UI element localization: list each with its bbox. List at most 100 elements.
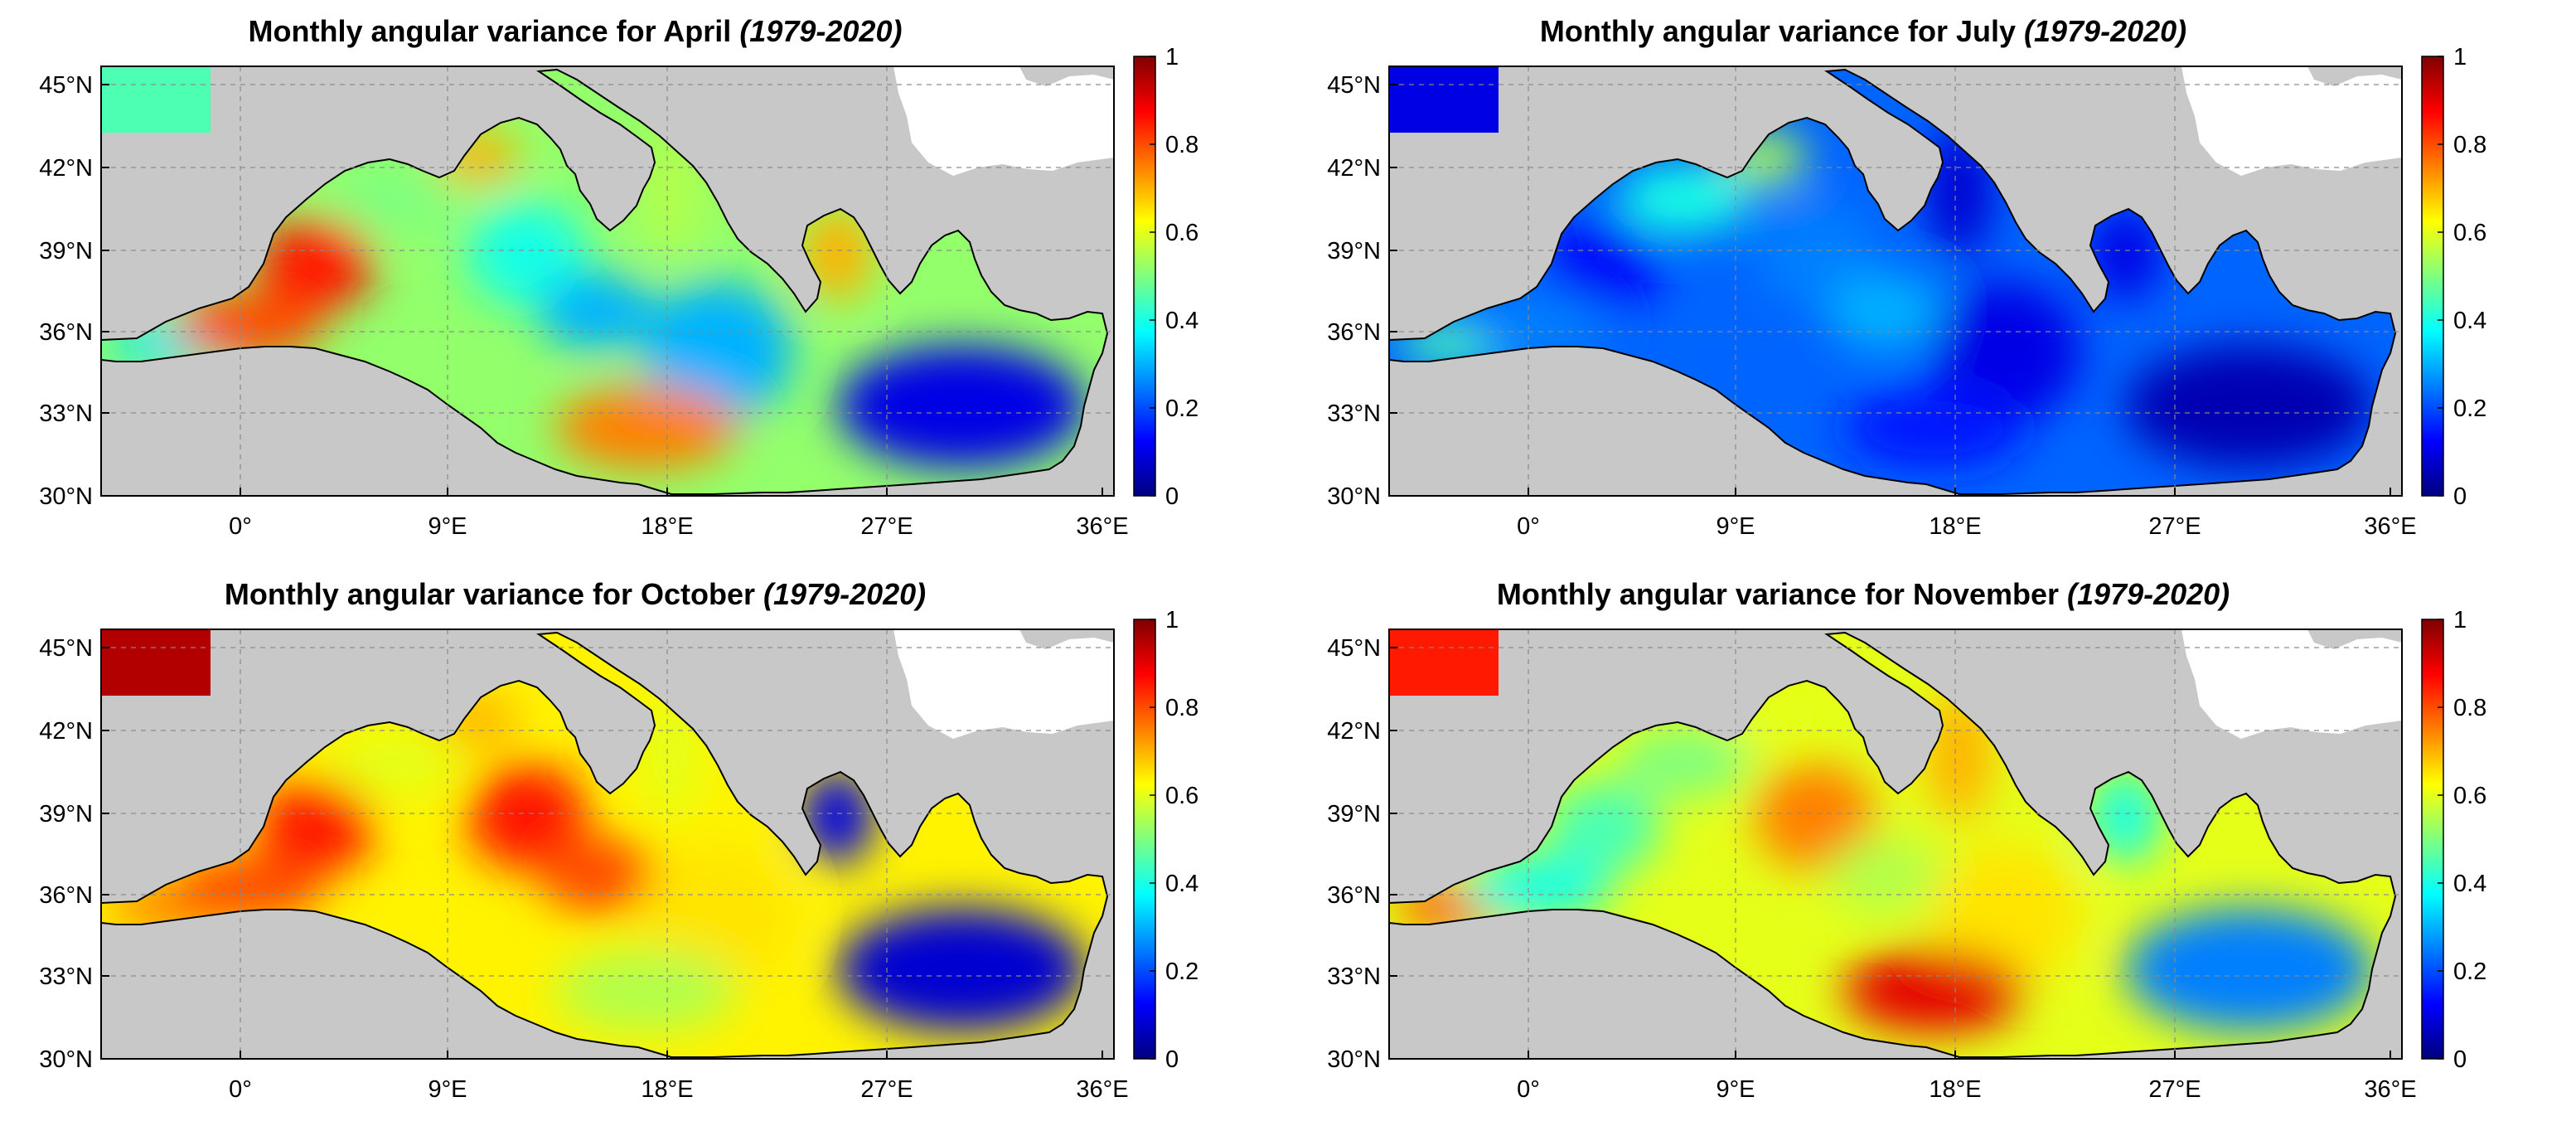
y-tick-label: 33°N (39, 400, 93, 427)
panel-july: Monthly angular variance for July (1979-… (1288, 0, 2576, 563)
x-tick-label: 18°E (641, 513, 693, 540)
y-tick-label: 45°N (1327, 635, 1381, 662)
y-tick-label: 33°N (1327, 400, 1381, 427)
x-tick-label: 36°E (1076, 1076, 1128, 1103)
title-period: (1979-2020) (763, 577, 926, 611)
sea-field (101, 70, 1107, 494)
colorbar-tick-label: 0 (2453, 483, 2467, 510)
region-gulf-of-lion (1618, 727, 1750, 797)
region-atlantic-nw-corner (1389, 629, 1499, 696)
x-tick-label: 0° (1517, 513, 1540, 540)
x-tick-label: 18°E (641, 1076, 693, 1103)
colorbar (1133, 56, 1156, 497)
y-tick-label: 39°N (39, 238, 93, 265)
region-algerian-coast (174, 855, 323, 921)
colorbar (1133, 619, 1156, 1060)
region-strait-of-sicily (1827, 274, 1943, 350)
region-tyrrhenian-sea (1755, 764, 1875, 870)
y-tick-label: 39°N (1327, 238, 1381, 265)
colorbar-tick-label: 1 (2453, 44, 2467, 70)
axes-frame (100, 66, 1115, 497)
x-tick-label: 9°E (1716, 513, 1755, 540)
colorbar-tick-label: 0 (1165, 1046, 1179, 1073)
region-gulf-of-sidra (555, 386, 738, 469)
colorbar-tick-label: 0.8 (2453, 132, 2486, 158)
map-october: Monthly angular variance for October (19… (39, 577, 1198, 1103)
x-tick-label: 36°E (1076, 513, 1128, 540)
chart-title: Monthly angular variance for October (19… (225, 577, 926, 611)
region-balearic-sea (257, 782, 373, 875)
colorbar (2421, 619, 2444, 1060)
region-balearic-sea (1545, 782, 1661, 875)
region-gulf-of-sidra (1843, 949, 2026, 1032)
map-april: Monthly angular variance for April (1979… (39, 14, 1198, 540)
colorbar-tick-label: 0.8 (2453, 695, 2486, 721)
colorbar-tick-label: 0.6 (1165, 783, 1198, 809)
region-aegean-sea (801, 207, 874, 300)
panel-april: Monthly angular variance for April (1979… (0, 0, 1288, 563)
title-text: Monthly angular variance for April (249, 14, 740, 48)
x-tick-label: 9°E (1716, 1076, 1755, 1103)
region-atlantic-nw-corner (101, 629, 211, 696)
region-strait-of-sicily (1827, 837, 1943, 913)
x-tick-label: 9°E (428, 1076, 467, 1103)
y-tick-label: 45°N (1327, 72, 1381, 99)
colorbar-tick-label: 1 (2453, 607, 2467, 633)
region-tyrrhenian-sea (467, 764, 587, 870)
region-levantine-basin (2125, 345, 2374, 468)
region-ionian-sea (1931, 845, 2080, 984)
region-gulf-of-sidra (1843, 386, 2026, 469)
y-tick-label: 36°N (1327, 882, 1381, 909)
region-gulf-of-lion (1618, 164, 1750, 234)
colorbar-tick-label: 0.4 (2453, 871, 2486, 897)
map-july: Monthly angular variance for July (1979-… (1327, 14, 2486, 540)
region-ionian-sea (1931, 282, 2080, 421)
coastline (100, 631, 1109, 1058)
chart-title: Monthly angular variance for April (1979… (249, 14, 903, 48)
y-tick-label: 30°N (1327, 483, 1381, 510)
region-gulf-of-sidra (555, 949, 738, 1032)
y-tick-label: 33°N (39, 963, 93, 990)
region-balearic-sea (1545, 219, 1661, 312)
x-tick-label: 18°E (1929, 513, 1981, 540)
axes-frame (100, 629, 1115, 1060)
x-tick-label: 9°E (428, 513, 467, 540)
y-tick-label: 36°N (39, 882, 93, 909)
region-algerian-coast (174, 292, 323, 358)
coastline (1388, 68, 2397, 495)
colorbar-tick-label: 0.4 (1165, 871, 1198, 897)
y-tick-label: 45°N (39, 635, 93, 662)
title-period: (1979-2020) (2024, 14, 2186, 48)
y-tick-label: 30°N (39, 483, 93, 510)
title-period: (1979-2020) (2067, 577, 2230, 611)
y-tick-label: 36°N (1327, 319, 1381, 346)
x-tick-label: 36°E (2364, 1076, 2416, 1103)
y-tick-label: 39°N (1327, 801, 1381, 828)
x-tick-label: 0° (229, 1076, 252, 1103)
colorbar-tick-label: 1 (1165, 44, 1179, 70)
colorbar-tick-label: 0.4 (2453, 308, 2486, 334)
x-tick-label: 36°E (2364, 513, 2416, 540)
x-tick-label: 27°E (2148, 1076, 2201, 1103)
region-strait-of-sicily (539, 837, 655, 913)
x-tick-label: 27°E (2148, 513, 2201, 540)
y-tick-label: 42°N (39, 155, 93, 182)
colorbar-tick-label: 1 (1165, 607, 1179, 633)
axes-frame (1388, 66, 2403, 497)
region-balearic-sea (257, 219, 373, 312)
region-aegean-sea (2089, 770, 2162, 863)
colorbar-tick-label: 0.8 (1165, 695, 1198, 721)
title-text: Monthly angular variance for October (225, 577, 763, 611)
colorbar (2421, 56, 2444, 497)
region-gulf-of-lion (330, 727, 462, 797)
colorbar-tick-label: 0.6 (2453, 783, 2486, 809)
colorbar-tick-label: 0.4 (1165, 308, 1198, 334)
region-levantine-basin (2125, 908, 2374, 1031)
map-november: Monthly angular variance for November (1… (1327, 577, 2486, 1103)
y-tick-label: 39°N (39, 801, 93, 828)
region-ionian-sea (643, 845, 792, 984)
colorbar-tick-label: 0.6 (1165, 220, 1198, 246)
y-tick-label: 33°N (1327, 963, 1381, 990)
colorbar-tick-label: 0.6 (2453, 220, 2486, 246)
panel-november: Monthly angular variance for November (1… (1288, 563, 2576, 1126)
